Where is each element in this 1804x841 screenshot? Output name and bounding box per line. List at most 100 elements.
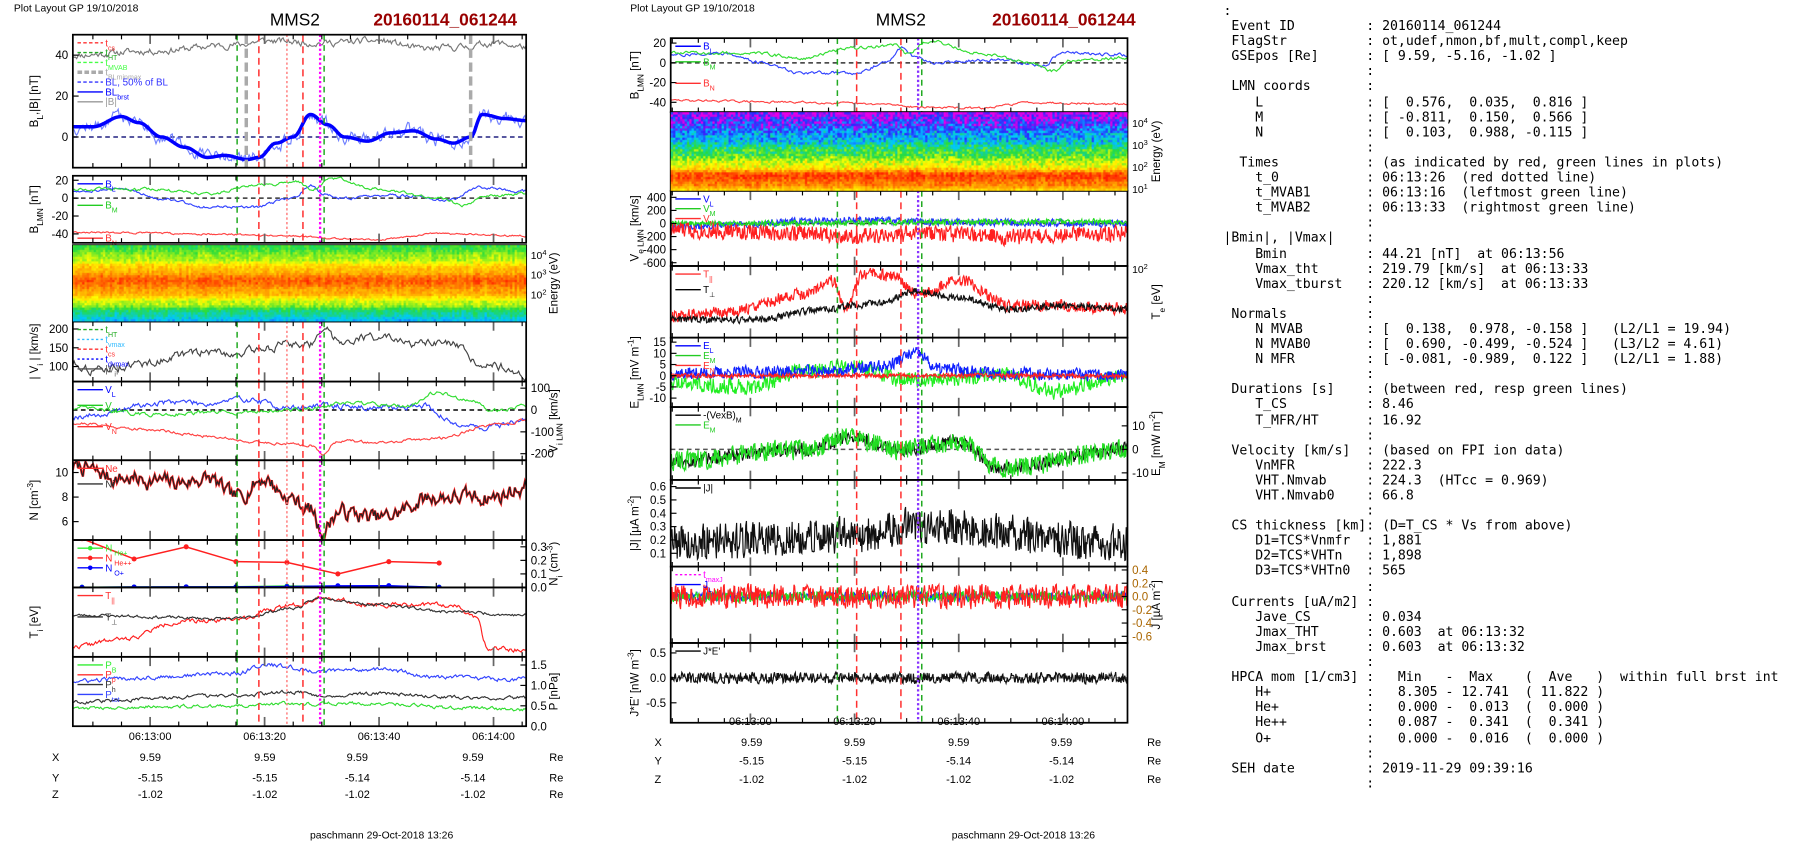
info-separator: :: [1366, 653, 1375, 670]
legend-entry: Ph: [77, 680, 116, 694]
y-tick-label: 20: [55, 91, 68, 103]
legend-entry: N He++: [77, 553, 132, 567]
legend-entry: T⊥: [77, 612, 117, 626]
legend-entry: -(VexB)M: [675, 411, 742, 424]
info-label: LMN coords: [1223, 78, 1311, 95]
y-tick-label: 0.0: [531, 721, 547, 733]
position-unit: Re: [549, 752, 563, 764]
position-value: -5.15: [138, 773, 163, 785]
panel-te: 102 T||T⊥ Te [eV]: [669, 261, 1167, 339]
y-axis-label: J*E' [nW m-3]: [625, 649, 641, 716]
y-tick-label: 400: [647, 192, 666, 204]
info-row: CS thickness [km]: (D=T_CS * Vs from abo…: [1223, 518, 1778, 533]
legend-entry: T||: [675, 270, 713, 283]
info-separator: :: [1366, 229, 1375, 246]
legend-label: VN: [105, 422, 117, 436]
legend-entry: tvmax: [77, 335, 125, 348]
legend-entry: BL, 50% of BL: [77, 78, 169, 89]
info-row: D2=TCS*VHTn: 1,898: [1223, 547, 1778, 564]
info-label: Times: [1223, 153, 1279, 170]
info-value: 44.21 [nT] at 06:13:56: [1374, 244, 1565, 261]
info-separator: :: [1366, 774, 1375, 791]
legend-entry: EL: [675, 341, 714, 355]
legend-label: |Vi|: [105, 364, 118, 378]
info-value: 0.034: [1374, 607, 1422, 625]
legend-entry: N O+: [77, 563, 124, 577]
series-bm: [72, 176, 527, 208]
legend-entry: VL: [77, 385, 116, 399]
data-point: [386, 583, 392, 588]
y-tick-label: -20: [52, 211, 69, 223]
info-row: :: [1223, 427, 1778, 442]
legend-label: tcs: [105, 345, 115, 359]
position-value: -1.02: [946, 774, 971, 786]
info-row: HPCA mom [1/cm3]: Min - Max ( Ave ) with…: [1223, 668, 1778, 685]
info-value: [ 0.138, 0.978, -0.158 ] (L2/L1 = 19.94): [1374, 320, 1732, 337]
legend-label: tMVAB: [105, 58, 128, 72]
info-value: 0.000 - 0.016 ( 0.000 ): [1374, 729, 1605, 746]
y-tick-label: -0.5: [646, 698, 666, 710]
y-axis-label: Te [eV]: [1151, 284, 1167, 319]
y-axis-label: | Vi | [km/s]: [29, 324, 45, 380]
y-tick-label: 0.0: [531, 582, 547, 594]
info-label: O+: [1223, 729, 1272, 746]
info-label: t_MVAB2: [1223, 199, 1311, 216]
series-en: [670, 371, 1128, 380]
info-value: 20160114_061244: [1374, 17, 1502, 34]
info-row: GSEpos [Re]: [ 9.59, -5.16, -1.02 ]: [1223, 48, 1778, 64]
y-tick-label: 0.4: [650, 508, 667, 520]
info-row: t_MVAB2: 06:13:33 (rightmost green line): [1223, 200, 1778, 215]
panel-plot-area: [72, 391, 527, 456]
legend-label: BLbrst: [105, 87, 129, 101]
y-tick-label: 40: [55, 50, 68, 62]
info-row: He++: 0.087 - 0.341 ( 0.341 ): [1223, 714, 1778, 730]
y-tick-label: -10: [649, 393, 666, 405]
info-separator: :: [1366, 138, 1375, 155]
info-separator: :: [1366, 517, 1375, 534]
position-row-label: X: [52, 752, 60, 764]
x-tick-label: 06:13:20: [833, 716, 876, 728]
info-row: D3=TCS*VHTn0: 565: [1223, 563, 1778, 579]
legend-label: EL: [703, 341, 714, 355]
legend-entry: Ne: [77, 464, 118, 475]
info-row: M: [ -0.811, 0.150, 0.566 ]: [1223, 109, 1778, 124]
legend-entry: Ni: [77, 479, 115, 490]
info-value: ot,udef,nmon,bf,mult,compl,keep: [1374, 32, 1628, 49]
y-axis-label: ELMN [mV m-1]: [625, 336, 645, 408]
info-label: Jmax_brst: [1223, 638, 1327, 655]
y-tick-label: -5: [656, 382, 666, 394]
series-tperp: [72, 596, 527, 621]
info-separator: :: [1366, 274, 1375, 292]
info-value: 1,898: [1374, 547, 1422, 564]
legend-label: BN: [703, 79, 715, 93]
x-tick-label: 06:13:00: [129, 731, 172, 743]
y-tick-label: 0: [660, 371, 666, 383]
y-tick-label: -600: [643, 258, 666, 270]
event-info-panel: : Event ID: 20160114_061244 FlagStr: ot,…: [1223, 3, 1778, 790]
info-value: 2019-11-29 09:39:16: [1374, 759, 1533, 776]
info-separator: :: [1366, 17, 1375, 34]
info-separator: :: [1366, 123, 1375, 140]
position-unit: Re: [549, 773, 563, 785]
info-row: :: [1223, 774, 1778, 791]
legend-entry: T||: [77, 591, 115, 605]
legend-entry: VN: [675, 214, 715, 228]
info-separator: :: [1366, 32, 1375, 49]
panel-plot-area: [72, 35, 527, 164]
y-tick-label: 10: [1132, 421, 1145, 433]
series--vi-: [72, 326, 527, 382]
info-separator: :: [1366, 335, 1375, 352]
x-tick-label: 06:13:20: [243, 731, 286, 743]
info-separator: :: [1366, 395, 1375, 413]
series-bl-brst: [72, 107, 527, 164]
info-separator: :: [1366, 668, 1375, 685]
legend-label: tcs: [105, 38, 115, 52]
position-value: -1.02: [252, 789, 277, 801]
info-separator: :: [1366, 592, 1375, 610]
legend-label: Ptot: [105, 690, 119, 704]
info-row: Times: (as indicated by red, green lines…: [1223, 153, 1778, 170]
y-tick-label: 1.5: [531, 660, 547, 672]
